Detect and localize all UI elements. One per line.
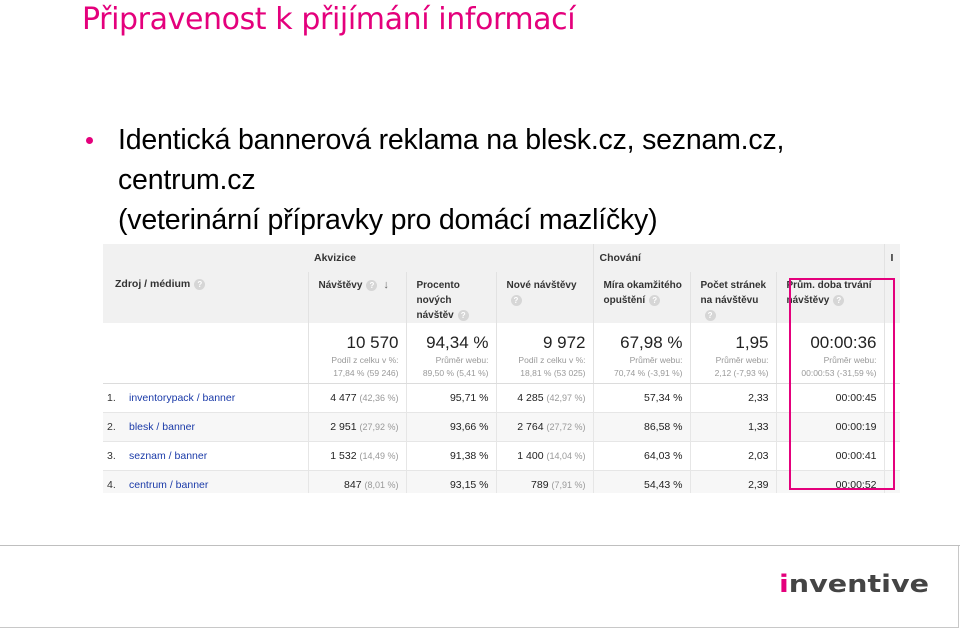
- summary-new-visits: 9 972 Podíl z celku v %: 18,81 % (53 025): [495, 323, 594, 384]
- row-bounce-rate: 64,03 %: [592, 441, 691, 471]
- help-icon[interactable]: ?: [457, 309, 469, 321]
- row-pages-per-visit: 2,39: [689, 470, 777, 493]
- inventive-logo: inventive: [779, 570, 929, 598]
- help-icon[interactable]: ?: [833, 294, 845, 306]
- summary-visits: 10 570 Podíl z celku v %: 17,84 % (59 246): [307, 323, 406, 384]
- row-bounce-rate: 57,34 %: [592, 383, 691, 413]
- row-source-cell: 1. inventorypack / banner: [103, 383, 308, 413]
- help-icon[interactable]: ?: [649, 294, 661, 306]
- slide-title: Připravenost k přijímání informací: [82, 2, 576, 37]
- row-new-visits-pct: 93,66 %: [405, 412, 496, 442]
- bullet-point-icon: [86, 137, 93, 144]
- col-header-visits[interactable]: Návštěvy? ↓: [307, 272, 406, 323]
- row-new-visits-pct: 91,38 %: [405, 441, 496, 471]
- row-new-visits: 789 (7,91 %): [495, 470, 594, 493]
- group-acquisition: Akvizice: [308, 244, 594, 272]
- col-header-bounce-rate[interactable]: Míra okamžitého opuštění?: [592, 272, 691, 323]
- source-link[interactable]: inventorypack / banner: [129, 392, 236, 404]
- col-header-new-visits-pct[interactable]: Procento nových návštěv?: [405, 272, 496, 323]
- analytics-report-screenshot: Zdroj / médium? Akvizice Chování I Návšt…: [103, 244, 900, 493]
- help-icon[interactable]: ?: [704, 309, 716, 321]
- row-edge: [883, 470, 900, 493]
- column-header-row: Návštěvy? ↓ Procento nových návštěv? Nové…: [103, 272, 900, 323]
- row-edge: [883, 383, 900, 413]
- group-next-edge: I: [883, 244, 900, 272]
- col-header-avg-duration[interactable]: Prům. doba trvání návštěvy?: [775, 272, 885, 323]
- group-header-row: Zdroj / médium? Akvizice Chování I: [103, 244, 900, 323]
- row-pages-per-visit: 1,33: [689, 412, 777, 442]
- source-link[interactable]: blesk / banner: [129, 421, 195, 433]
- source-header-label: Zdroj / médium: [115, 278, 191, 290]
- row-avg-duration: 00:00:41: [775, 441, 885, 471]
- row-source-cell: 2. blesk / banner: [103, 412, 308, 442]
- col-header-edge: [883, 272, 900, 323]
- row-new-visits-pct: 93,15 %: [405, 470, 496, 493]
- row-visits: 847 (8,01 %): [307, 470, 406, 493]
- summary-bounce-rate: 67,98 % Průměr webu: 70,74 % (-3,91 %): [592, 323, 691, 384]
- bullet-text: Identická bannerová reklama na blesk.cz,…: [118, 120, 938, 240]
- source-column-header[interactable]: Zdroj / médium?: [103, 244, 308, 323]
- summary-empty-cell: [103, 323, 308, 384]
- summary-new-visits-pct: 94,34 % Průměr webu: 89,50 % (5,41 %): [405, 323, 496, 384]
- col-header-pages-per-visit[interactable]: Počet stránek na návštěvu?: [689, 272, 777, 323]
- summary-avg-duration: 00:00:36 Průměr webu: 00:00:53 (-31,59 %): [775, 323, 885, 384]
- row-new-visits: 2 764 (27,72 %): [495, 412, 594, 442]
- bullet-line-2: centrum.cz: [118, 164, 256, 196]
- summary-edge: [883, 323, 900, 384]
- table-row: 3. seznam / banner 1 532 (14,49 %) 91,38 …: [103, 441, 900, 471]
- analytics-table: Zdroj / médium? Akvizice Chování I Návšt…: [103, 244, 900, 493]
- sort-descending-icon[interactable]: ↓: [383, 279, 389, 291]
- row-new-visits: 1 400 (14,04 %): [495, 441, 594, 471]
- row-edge: [883, 412, 900, 442]
- table-row: 2. blesk / banner 2 951 (27,92 %) 93,66 %…: [103, 412, 900, 442]
- row-edge: [883, 441, 900, 471]
- bullet-line-1: Identická bannerová reklama na blesk.cz,…: [118, 124, 785, 156]
- row-bounce-rate: 86,58 %: [592, 412, 691, 442]
- summary-row: 10 570 Podíl z celku v %: 17,84 % (59 246)…: [103, 323, 900, 384]
- source-link[interactable]: seznam / banner: [129, 450, 208, 462]
- table-row: 4. centrum / banner 847 (8,01 %) 93,15 % …: [103, 470, 900, 493]
- table-row: 1. inventorypack / banner 4 477 (42,36 %)…: [103, 383, 900, 413]
- row-source-cell: 4. centrum / banner: [103, 470, 308, 493]
- row-visits: 2 951 (27,92 %): [307, 412, 406, 442]
- col-header-new-visits[interactable]: Nové návštěvy?: [495, 272, 594, 323]
- footer-divider: [0, 545, 960, 546]
- bullet-line-3: (veterinární přípravky pro domácí mazlíč…: [118, 204, 658, 236]
- help-icon[interactable]: ?: [510, 294, 522, 306]
- row-source-cell: 3. seznam / banner: [103, 441, 308, 471]
- row-avg-duration: 00:00:52: [775, 470, 885, 493]
- svg-text:inventive: inventive: [779, 570, 929, 598]
- row-pages-per-visit: 2,03: [689, 441, 777, 471]
- row-visits: 1 532 (14,49 %): [307, 441, 406, 471]
- row-new-visits: 4 285 (42,97 %): [495, 383, 594, 413]
- help-icon[interactable]: ?: [366, 279, 378, 291]
- summary-pages-per-visit: 1,95 Průměr webu: 2,12 (-7,93 %): [689, 323, 777, 384]
- row-visits: 4 477 (42,36 %): [307, 383, 406, 413]
- row-new-visits-pct: 95,71 %: [405, 383, 496, 413]
- row-avg-duration: 00:00:19: [775, 412, 885, 442]
- help-icon[interactable]: ?: [194, 278, 206, 290]
- row-avg-duration: 00:00:45: [775, 383, 885, 413]
- group-behavior: Chování: [592, 244, 885, 272]
- row-pages-per-visit: 2,33: [689, 383, 777, 413]
- source-link[interactable]: centrum / banner: [129, 479, 209, 491]
- row-bounce-rate: 54,43 %: [592, 470, 691, 493]
